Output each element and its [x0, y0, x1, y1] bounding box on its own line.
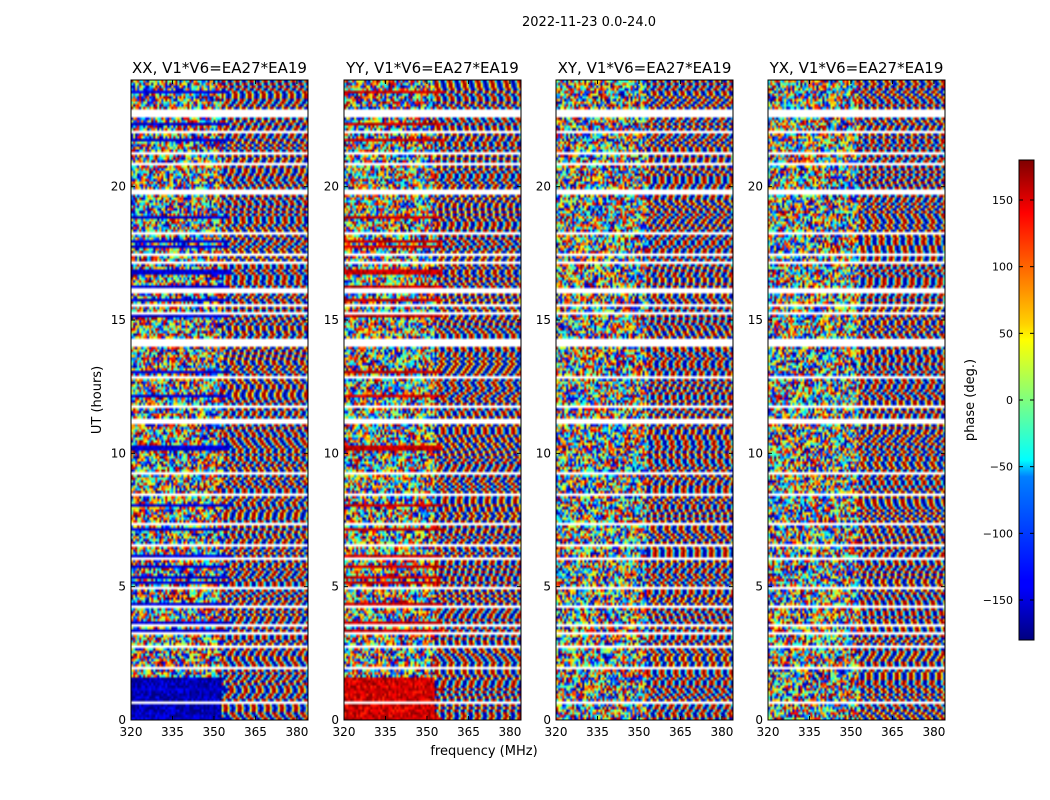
y-tick-label: 5	[118, 580, 126, 594]
y-tick-label: 15	[536, 313, 551, 327]
colorbar-ticks: 150 100 50 0 −50 −100 −150	[983, 194, 1034, 607]
y-tick-label: 0	[118, 713, 126, 727]
colorbar: 150 100 50 0 −50 −100 −150 phase (deg.)	[963, 159, 1035, 641]
y-tick-label: 5	[755, 580, 763, 594]
y-tick-label: 20	[324, 180, 339, 194]
panel-frame	[555, 79, 734, 721]
y-tick-label: 15	[324, 313, 339, 327]
colorbar-tick-label: −150	[983, 594, 1013, 607]
heatmap-xy	[556, 80, 733, 720]
panel-xy: XY, V1*V6=EA27*EA19 320 335 350 365 380 0 5 10 15…	[536, 59, 734, 739]
x-tick-label: 380	[498, 725, 521, 739]
panel-xx: XX, V1*V6=EA27*EA19 320 335 350 365 380 0 5 10 15…	[111, 59, 309, 739]
colorbar-tick-label: −50	[990, 461, 1013, 474]
y-tick-label: 20	[111, 180, 126, 194]
y-tick-label: 15	[111, 313, 126, 327]
x-tick-label: 380	[922, 725, 945, 739]
x-tick-label: 365	[457, 725, 480, 739]
panel-title: XX, V1*V6=EA27*EA19	[132, 59, 307, 77]
x-tick-label: 350	[203, 725, 226, 739]
y-tick-label: 5	[543, 580, 551, 594]
panel-yx: YX, V1*V6=EA27*EA19 320 335 350 365 380 0 5 10 15…	[748, 59, 946, 739]
panel-yy: YY, V1*V6=EA27*EA19 320 335 350 365 380 0 5 10 15…	[324, 59, 522, 739]
x-tick-label: 320	[120, 725, 143, 739]
panel-frame	[343, 79, 522, 721]
x-tick-label: 365	[881, 725, 904, 739]
x-tick-label: 350	[628, 725, 651, 739]
panel-title: YX, V1*V6=EA27*EA19	[769, 59, 944, 77]
colorbar-tick-label: 0	[1006, 394, 1013, 407]
y-tick-label: 10	[111, 446, 126, 460]
x-tick-label: 320	[545, 725, 568, 739]
x-tick-label: 320	[757, 725, 780, 739]
x-tick-label: 335	[798, 725, 821, 739]
colorbar-tick-label: 50	[999, 327, 1013, 340]
y-tick-label: 10	[748, 446, 763, 460]
y-tick-label: 5	[331, 580, 339, 594]
y-tick-label: 0	[755, 713, 763, 727]
y-tick-label: 10	[324, 446, 339, 460]
x-tick-label: 335	[374, 725, 397, 739]
x-tick-label: 380	[285, 725, 308, 739]
heatmap-xx	[131, 80, 308, 720]
y-tick-label: 20	[748, 180, 763, 194]
y-tick-label: 15	[748, 313, 763, 327]
colorbar-tick-label: 150	[992, 194, 1013, 207]
y-tick-label: 0	[543, 713, 551, 727]
x-tick-label: 335	[161, 725, 184, 739]
figure-suptitle: 2022-11-23 0.0-24.0	[522, 15, 656, 30]
colorbar-label: phase (deg.)	[963, 359, 978, 441]
x-tick-label: 380	[710, 725, 733, 739]
panel-frame	[130, 79, 309, 721]
panel-frame	[767, 79, 946, 721]
panel-title: XY, V1*V6=EA27*EA19	[558, 59, 732, 77]
x-tick-label: 350	[416, 725, 439, 739]
x-tick-label: 350	[840, 725, 863, 739]
heatmap-yx	[768, 80, 945, 720]
x-tick-label: 365	[669, 725, 692, 739]
y-tick-label: 0	[331, 713, 339, 727]
y-axis-label: UT (hours)	[90, 366, 105, 434]
colorbar-tick-label: 100	[992, 261, 1013, 274]
panels: XX, V1*V6=EA27*EA19 320 335 350 365 380 0 5 10 15…	[111, 59, 946, 739]
heatmap-yy	[344, 80, 521, 720]
x-tick-label: 335	[586, 725, 609, 739]
x-tick-label: 365	[244, 725, 267, 739]
x-tick-label: 320	[333, 725, 356, 739]
y-tick-label: 20	[536, 180, 551, 194]
y-tick-label: 10	[536, 446, 551, 460]
panel-title: YY, V1*V6=EA27*EA19	[345, 59, 519, 77]
colorbar-tick-label: −100	[983, 527, 1013, 540]
x-axis-label: frequency (MHz)	[430, 744, 537, 759]
